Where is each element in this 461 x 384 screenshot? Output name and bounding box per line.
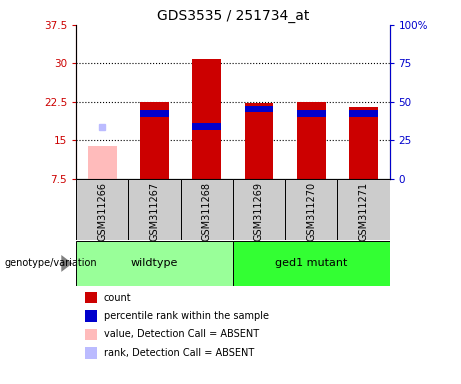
- Bar: [244, 103, 273, 179]
- Text: value, Detection Call = ABSENT: value, Detection Call = ABSENT: [104, 329, 259, 339]
- Bar: [244, 106, 273, 112]
- Bar: [297, 111, 325, 117]
- Bar: [233, 179, 285, 240]
- Bar: [349, 107, 378, 179]
- Bar: [140, 102, 169, 179]
- Text: rank, Detection Call = ABSENT: rank, Detection Call = ABSENT: [104, 348, 254, 358]
- Text: ged1 mutant: ged1 mutant: [275, 258, 347, 268]
- Bar: [337, 179, 390, 240]
- Text: GSM311266: GSM311266: [97, 182, 107, 242]
- Text: wildtype: wildtype: [131, 258, 178, 268]
- Bar: [76, 241, 233, 286]
- Text: GSM311271: GSM311271: [358, 182, 368, 242]
- Bar: [76, 179, 128, 240]
- Bar: [192, 59, 221, 179]
- Bar: [88, 146, 117, 179]
- Text: GSM311269: GSM311269: [254, 182, 264, 242]
- Text: percentile rank within the sample: percentile rank within the sample: [104, 311, 269, 321]
- Bar: [285, 179, 337, 240]
- Text: GSM311268: GSM311268: [201, 182, 212, 242]
- Text: count: count: [104, 293, 131, 303]
- Text: GSM311270: GSM311270: [306, 182, 316, 242]
- Title: GDS3535 / 251734_at: GDS3535 / 251734_at: [157, 8, 309, 23]
- Bar: [349, 111, 378, 117]
- Text: GSM311267: GSM311267: [149, 182, 160, 242]
- Bar: [297, 102, 325, 179]
- Bar: [128, 179, 181, 240]
- Bar: [192, 123, 221, 130]
- Bar: [233, 241, 390, 286]
- Bar: [140, 111, 169, 117]
- Bar: [181, 179, 233, 240]
- Text: genotype/variation: genotype/variation: [5, 258, 97, 268]
